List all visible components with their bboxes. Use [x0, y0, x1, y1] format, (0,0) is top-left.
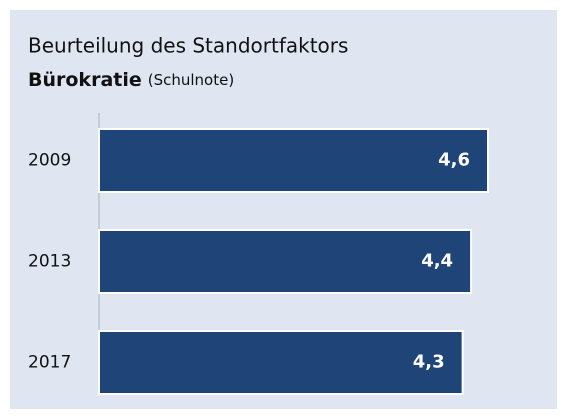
data-label: 4,4 [421, 251, 453, 272]
bar [98, 128, 489, 193]
subtitle: Bürokratie [28, 69, 142, 91]
bar [98, 229, 473, 294]
chart-title: Beurteilung des Standortfaktors [28, 34, 348, 58]
data-label: 4,3 [413, 352, 445, 373]
bar [98, 330, 464, 395]
chart-subtitle: Bürokratie (Schulnote) [28, 69, 234, 91]
y-tick-label: 2017 [28, 353, 71, 373]
y-tick-label: 2009 [28, 151, 71, 171]
unit-note: (Schulnote) [148, 71, 234, 89]
y-tick-label: 2013 [28, 252, 71, 272]
data-label: 4,6 [438, 150, 470, 171]
